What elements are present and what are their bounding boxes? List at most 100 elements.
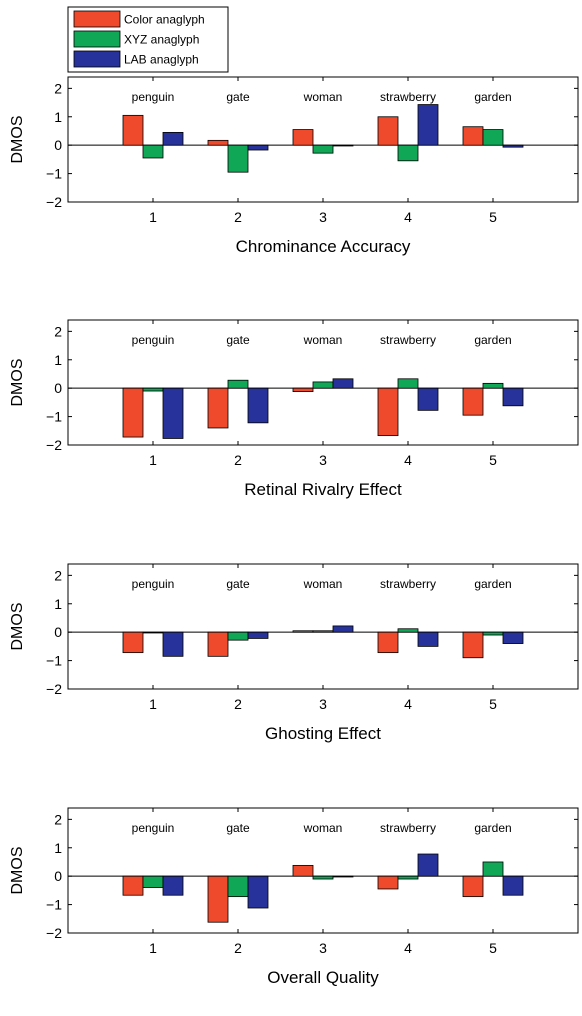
legend-swatch bbox=[73, 50, 121, 68]
bar bbox=[247, 875, 269, 909]
bar bbox=[332, 625, 354, 633]
bar bbox=[142, 875, 164, 888]
category-name-label: woman bbox=[303, 821, 343, 835]
y-tick-label: 2 bbox=[54, 323, 62, 339]
y-tick-label: −2 bbox=[46, 925, 62, 941]
chart-panel: −2 −1 0 1 2 DMOS 1 penguin 2 gate 3 woman 4 strawberr… bbox=[9, 319, 579, 499]
x-tick-label: 2 bbox=[234, 696, 242, 712]
category-name-label: strawberry bbox=[380, 90, 436, 104]
bar bbox=[227, 875, 249, 898]
bar bbox=[122, 114, 144, 146]
x-axis-label: Overall Quality bbox=[267, 968, 379, 987]
bar bbox=[312, 381, 334, 389]
bar bbox=[377, 387, 399, 437]
category-name-label: gate bbox=[226, 821, 250, 835]
category-name-label: penguin bbox=[132, 90, 175, 104]
y-tick-label: 0 bbox=[54, 380, 62, 396]
bar bbox=[502, 875, 524, 896]
bar bbox=[292, 864, 314, 877]
chart-panel: −2 −1 0 1 2 DMOS 1 penguin 2 gate 3 woman 4 strawberr… bbox=[9, 563, 579, 743]
bar bbox=[332, 144, 354, 147]
legend-label: Color anaglyph bbox=[124, 13, 205, 27]
bar bbox=[162, 875, 184, 896]
y-tick-label: −1 bbox=[46, 409, 62, 425]
bar bbox=[482, 861, 504, 877]
category-name-label: strawberry bbox=[380, 333, 436, 347]
y-tick-label: −1 bbox=[46, 166, 62, 182]
bar bbox=[312, 875, 334, 880]
category-name-label: garden bbox=[474, 821, 511, 835]
y-tick-label: 0 bbox=[54, 868, 62, 884]
x-tick-label: 1 bbox=[149, 940, 157, 956]
x-tick-label: 5 bbox=[489, 209, 497, 225]
y-tick-label: 2 bbox=[54, 811, 62, 827]
bar bbox=[397, 144, 419, 162]
bar bbox=[207, 139, 229, 146]
y-tick-label: −2 bbox=[46, 437, 62, 453]
x-tick-label: 5 bbox=[489, 452, 497, 468]
bar bbox=[142, 631, 164, 634]
category-name-label: gate bbox=[226, 577, 250, 591]
bar bbox=[502, 387, 524, 407]
chart-panel: −2 −1 0 1 2 DMOS 1 penguin 2 gate 3 woman 4 strawberr… bbox=[9, 76, 579, 256]
category-name-label: gate bbox=[226, 333, 250, 347]
bar bbox=[312, 630, 334, 633]
y-tick-label: 1 bbox=[54, 596, 62, 612]
bar bbox=[377, 875, 399, 890]
y-axis-label: DMOS bbox=[9, 359, 26, 407]
category-name-label: garden bbox=[474, 90, 511, 104]
y-tick-label: 1 bbox=[54, 840, 62, 856]
y-tick-label: 2 bbox=[54, 567, 62, 583]
chart-panel: −2 −1 0 1 2 DMOS 1 penguin 2 gate 3 woman 4 strawberr… bbox=[9, 807, 579, 987]
category-name-label: gate bbox=[226, 90, 250, 104]
x-tick-label: 5 bbox=[489, 696, 497, 712]
bar bbox=[292, 129, 314, 146]
x-tick-label: 1 bbox=[149, 452, 157, 468]
bar bbox=[207, 875, 229, 923]
bar bbox=[142, 387, 164, 392]
y-axis-label: DMOS bbox=[9, 603, 26, 651]
x-tick-label: 5 bbox=[489, 940, 497, 956]
x-tick-label: 4 bbox=[404, 209, 412, 225]
bar bbox=[292, 630, 314, 633]
bar bbox=[162, 631, 184, 657]
bar bbox=[417, 631, 439, 647]
legend-swatch bbox=[73, 10, 121, 28]
legend-label: XYZ anaglyph bbox=[124, 33, 199, 47]
y-tick-label: −1 bbox=[46, 897, 62, 913]
x-tick-label: 1 bbox=[149, 209, 157, 225]
bar bbox=[462, 126, 484, 146]
x-tick-label: 4 bbox=[404, 940, 412, 956]
bar bbox=[227, 631, 249, 641]
x-tick-label: 3 bbox=[319, 696, 327, 712]
bar bbox=[377, 631, 399, 654]
x-tick-label: 4 bbox=[404, 696, 412, 712]
bar bbox=[417, 853, 439, 877]
category-name-label: garden bbox=[474, 577, 511, 591]
y-tick-label: 1 bbox=[54, 109, 62, 125]
bar bbox=[122, 387, 144, 438]
x-tick-label: 2 bbox=[234, 209, 242, 225]
y-tick-label: −1 bbox=[46, 653, 62, 669]
category-name-label: woman bbox=[303, 577, 343, 591]
category-name-label: strawberry bbox=[380, 577, 436, 591]
legend-label: LAB anaglyph bbox=[124, 53, 199, 67]
bar bbox=[482, 382, 504, 389]
bar bbox=[247, 144, 269, 151]
category-name-label: strawberry bbox=[380, 821, 436, 835]
bar bbox=[502, 144, 524, 148]
x-tick-label: 3 bbox=[319, 452, 327, 468]
bar bbox=[122, 875, 144, 896]
category-name-label: woman bbox=[303, 90, 343, 104]
legend: Color anaglyph XYZ anaglyph LAB anaglyph bbox=[67, 6, 229, 73]
bar bbox=[162, 131, 184, 146]
x-tick-label: 2 bbox=[234, 940, 242, 956]
panels: −2 −1 0 1 2 DMOS 1 penguin 2 gate 3 woman 4 strawberr… bbox=[9, 76, 579, 987]
bar bbox=[482, 631, 504, 636]
bar bbox=[502, 631, 524, 644]
x-tick-label: 4 bbox=[404, 452, 412, 468]
bar bbox=[207, 631, 229, 657]
bar bbox=[312, 144, 334, 154]
bar bbox=[207, 387, 229, 429]
